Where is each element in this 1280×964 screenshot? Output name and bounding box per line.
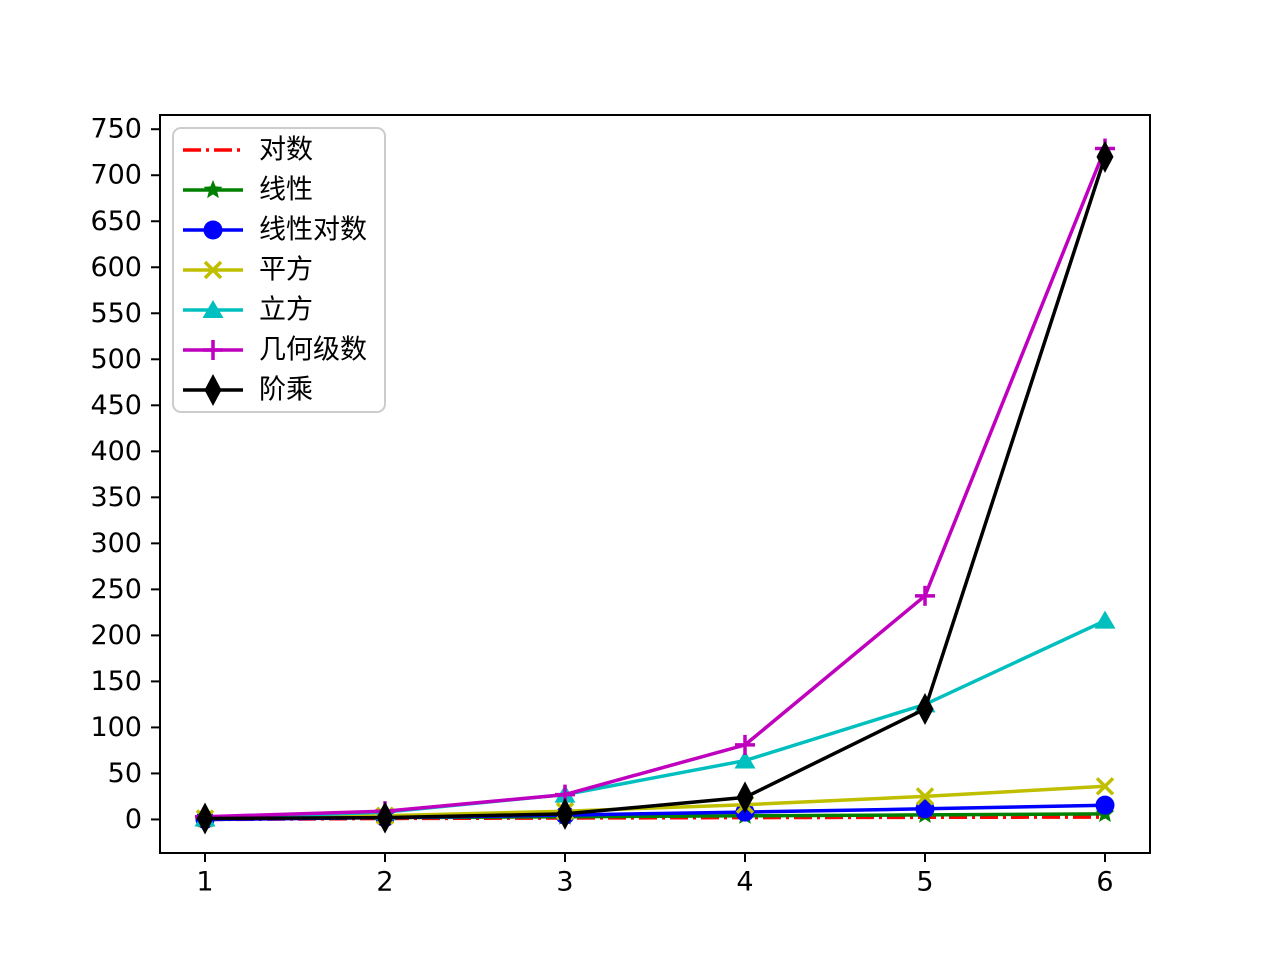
- diamond-marker: [376, 801, 394, 834]
- data-point-factorial: [916, 693, 934, 726]
- data-point-geometric: [915, 585, 935, 606]
- y-tick-label: 250: [90, 574, 142, 605]
- data-point-factorial: [556, 797, 574, 830]
- legend-item-square: 平方: [183, 255, 313, 286]
- data-point-factorial: [376, 801, 394, 834]
- y-tick-label: 200: [90, 620, 142, 651]
- y-tick-label: 100: [90, 712, 142, 743]
- diamond-marker: [736, 781, 754, 814]
- x-tick-label: 2: [376, 867, 393, 898]
- y-tick-label: 0: [125, 804, 142, 835]
- legend-label-geometric: 几何级数: [259, 335, 367, 366]
- series-line-geometric: [204, 147, 1107, 819]
- legend-item-cube: 立方: [183, 295, 313, 326]
- series-line-cube: [204, 619, 1106, 821]
- y-tick-label: 350: [90, 482, 142, 513]
- x-marker: [1095, 777, 1115, 796]
- y-tick-label: 500: [90, 344, 142, 375]
- diamond-marker: [196, 802, 214, 835]
- diamond-marker: [204, 374, 222, 406]
- series-factorial: [196, 140, 1114, 835]
- y-tick-label: 700: [90, 160, 142, 191]
- data-point-square: [1095, 777, 1115, 796]
- triangle-marker: [734, 750, 756, 769]
- legend-box: [172, 127, 386, 413]
- x-tick-label: 5: [916, 867, 933, 898]
- y-tick-label: 750: [90, 114, 142, 145]
- legend-marker-linear: [203, 180, 223, 199]
- y-tick-label: 600: [90, 252, 142, 283]
- circle-marker: [203, 220, 223, 240]
- plot-area: [194, 138, 1116, 835]
- diamond-marker: [916, 693, 934, 726]
- y-tick-label: 150: [90, 666, 142, 697]
- diamond-marker: [556, 797, 574, 830]
- y-tick-label: 550: [90, 298, 142, 329]
- series-line-factorial: [204, 156, 1107, 821]
- data-point-factorial: [736, 781, 754, 814]
- y-tick-label: 450: [90, 390, 142, 421]
- x-marker: [915, 787, 935, 806]
- data-point-factorial: [1096, 140, 1114, 173]
- y-tick-label: 400: [90, 436, 142, 467]
- circle-marker: [1095, 795, 1115, 815]
- x-tick-label: 1: [196, 867, 213, 898]
- y-tick-label: 650: [90, 206, 142, 237]
- legend-label-linearithmic: 线性对数: [259, 215, 367, 246]
- x-marker: [203, 260, 223, 280]
- x-tick-label: 4: [736, 867, 753, 898]
- axes-spines: [159, 114, 1151, 854]
- legend-label-square: 平方: [259, 255, 313, 286]
- star-marker: [203, 180, 223, 199]
- x-tick-label: 6: [1096, 867, 1113, 898]
- legend-item-factorial: 阶乘: [183, 374, 313, 406]
- data-point-geometric: [735, 734, 755, 755]
- y-tick-label: 50: [108, 758, 142, 789]
- legend-item-logarithm: 对数: [183, 135, 313, 166]
- y-axis: 0 50 100 150 200 250 300 350 400 450 500 550 600 650 7…: [90, 114, 160, 835]
- data-point-linearithmic: [1095, 795, 1115, 815]
- x-tick-label: 3: [556, 867, 573, 898]
- diamond-marker: [1096, 140, 1114, 173]
- legend-item-geometric: 几何级数: [183, 335, 367, 366]
- circle-marker: [915, 799, 935, 819]
- legend-marker-cube: [202, 300, 224, 318]
- legend-marker-geometric: [203, 340, 223, 360]
- data-point-linearithmic: [915, 799, 935, 819]
- legend-label-factorial: 阶乘: [259, 375, 313, 406]
- data-point-square: [915, 787, 935, 806]
- legend-label-linear: 线性: [259, 175, 313, 206]
- legend-label-logarithm: 对数: [259, 135, 313, 166]
- legend-item-linear: 线性: [183, 175, 313, 206]
- data-point-factorial: [196, 802, 214, 835]
- legend-marker-square: [203, 260, 223, 280]
- data-point-cube: [734, 750, 756, 769]
- data-point-cube: [1094, 610, 1116, 629]
- triangle-marker: [202, 300, 224, 318]
- legend-label-cube: 立方: [259, 295, 313, 326]
- y-tick-label: 300: [90, 528, 142, 559]
- legend-marker-factorial: [204, 374, 222, 406]
- legend-item-linearithmic: 线性对数: [183, 215, 367, 246]
- x-axis: 1 2 3 4 5 6: [196, 853, 1114, 898]
- triangle-marker: [1094, 610, 1116, 629]
- legend-marker-linearithmic: [203, 220, 223, 240]
